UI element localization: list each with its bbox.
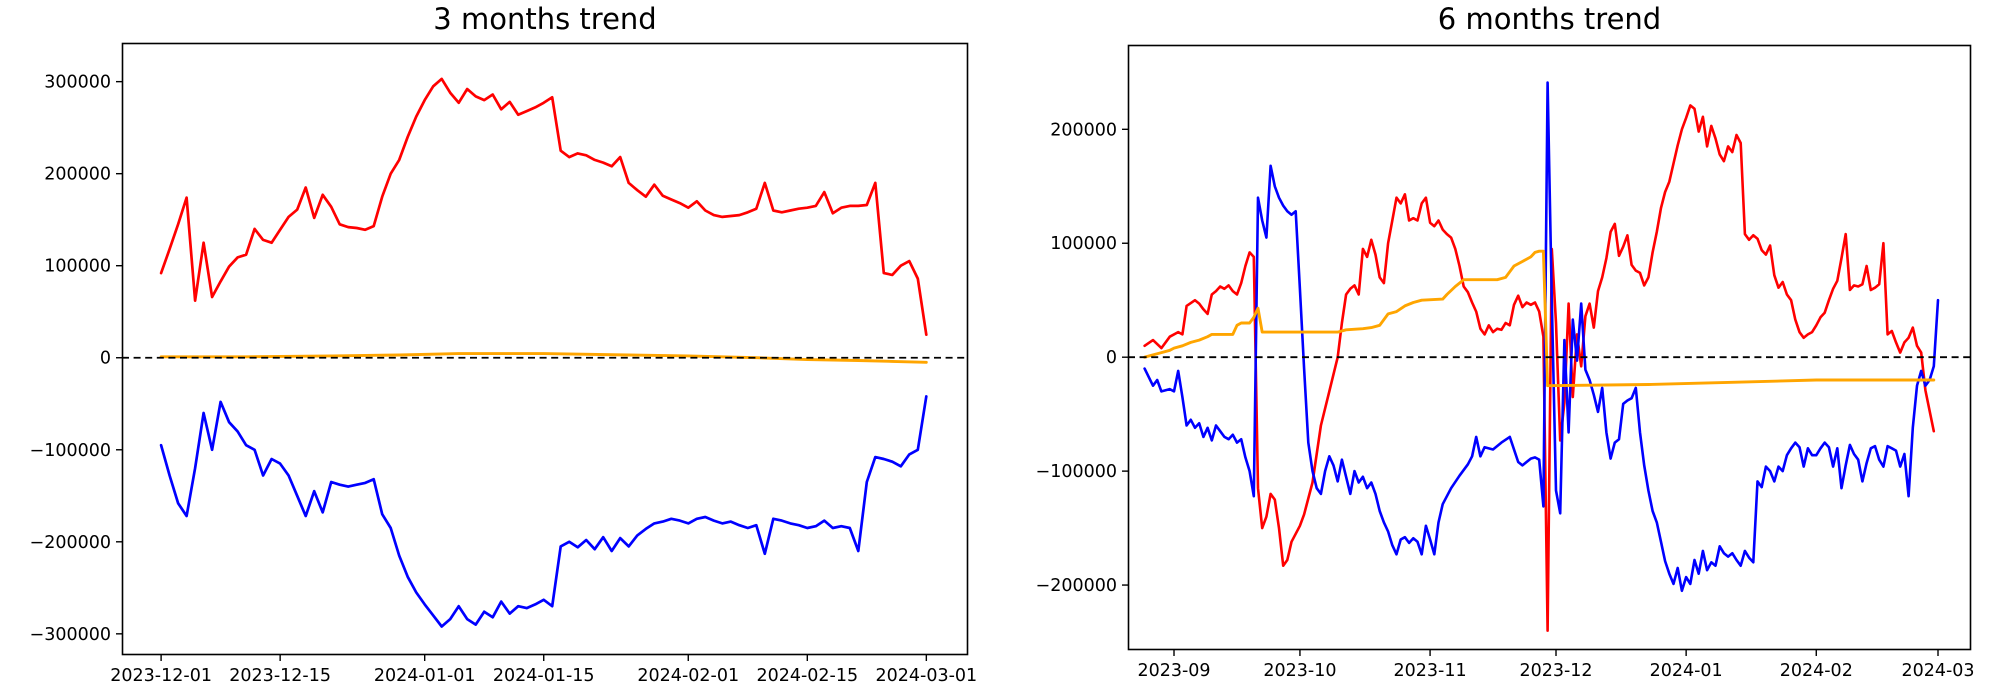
y-tick-label: −200000	[30, 533, 111, 553]
plot-area: 200000 100000 0 −100000 −200000 2023-09 2023-1…	[1036, 44, 1975, 681]
y-tick-label: −100000	[1036, 462, 1117, 482]
axes-spines	[121, 42, 969, 656]
x-tick-label: 2023-09	[1137, 661, 1210, 681]
y-tick-label: 0	[100, 349, 111, 369]
x-tick-label: 2023-12-15	[229, 666, 331, 686]
x-tick-label: 2024-01-15	[493, 666, 595, 686]
x-tick-label: 2024-01	[1650, 661, 1723, 681]
y-tick-label: 100000	[44, 257, 111, 277]
orange-series-line	[159, 352, 928, 364]
x-tick-label: 2024-02	[1780, 661, 1853, 681]
y-tick-label: 100000	[1050, 234, 1117, 254]
x-tick-label: 2023-11	[1394, 661, 1467, 681]
y-tick-label: −300000	[30, 625, 111, 645]
y-tick-label: 200000	[44, 165, 111, 185]
plot-area: 300000 200000 100000 0 −100000 −200000 −300000…	[30, 42, 977, 686]
x-tick-label: 2023-10	[1263, 661, 1336, 681]
blue-series-line	[159, 395, 928, 628]
red-series-line	[1143, 104, 1936, 632]
chart-title-6-months: 6 months trend	[1437, 2, 1662, 36]
chart-title-3-months: 3 months trend	[433, 2, 657, 36]
red-series-line	[159, 77, 928, 337]
axes-spines	[1127, 44, 1972, 651]
y-tick-label: −100000	[30, 441, 111, 461]
x-tick-label: 2023-12	[1519, 661, 1592, 681]
orange-series-line	[1143, 249, 1936, 388]
x-tick-label: 2024-01-01	[374, 666, 476, 686]
y-tick-label: 300000	[44, 73, 111, 93]
x-tick-label: 2024-02-15	[756, 666, 858, 686]
x-tick-label: 2024-03-01	[875, 666, 977, 686]
y-tick-label: −200000	[1036, 576, 1117, 596]
blue-series-line	[1143, 81, 1940, 593]
x-tick-label: 2024-03	[1901, 661, 1974, 681]
x-tick-label: 2024-02-01	[637, 666, 739, 686]
x-tick-label: 2023-12-01	[110, 666, 212, 686]
y-tick-label: 0	[1106, 348, 1117, 368]
y-tick-label: 200000	[1050, 120, 1117, 140]
